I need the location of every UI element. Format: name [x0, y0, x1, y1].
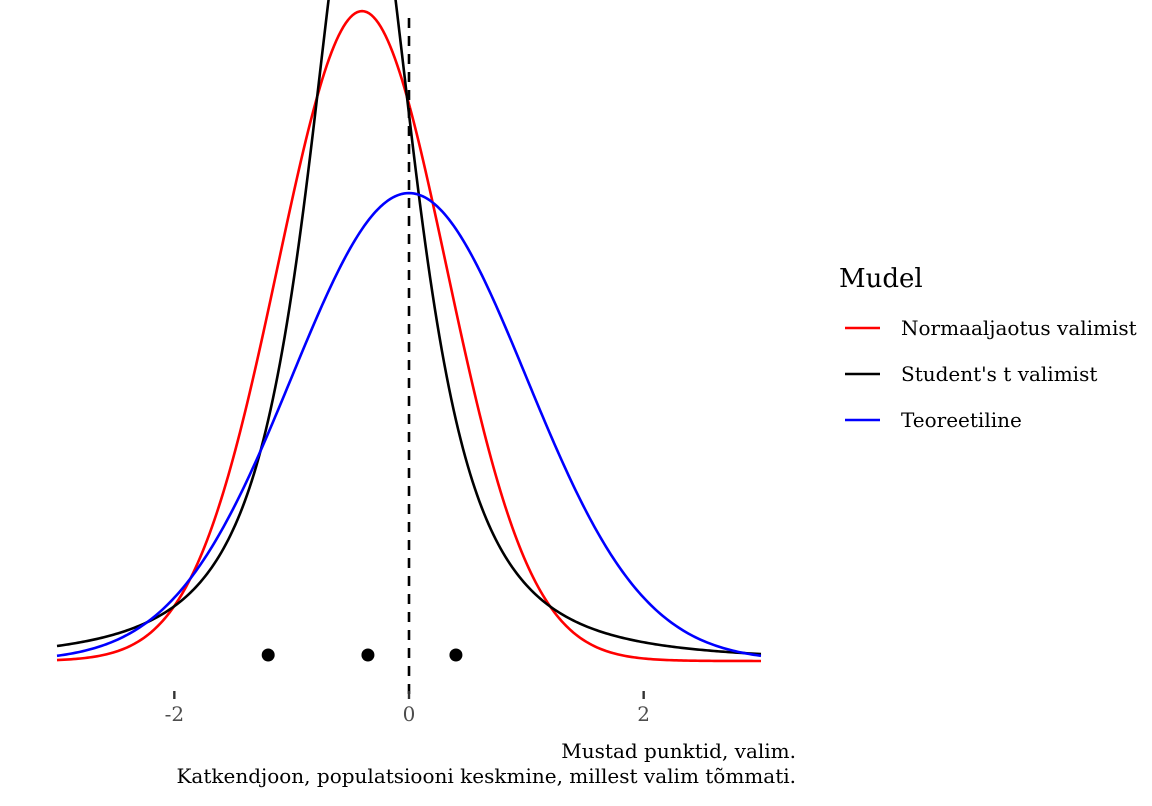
legend: Mudel Normaaljaotus valimist Student's t …: [839, 264, 1137, 432]
x-axis: -2 0 2: [165, 691, 650, 726]
legend-label-1: Student's t valimist: [901, 362, 1097, 386]
sample-point-0: [261, 648, 275, 662]
sample-points: [261, 648, 463, 662]
caption: Mustad punktid, valim. Katkendjoon, popu…: [176, 739, 796, 788]
caption-line-2: Katkendjoon, populatsiooni keskmine, mil…: [176, 764, 796, 788]
x-tick-label-0: -2: [165, 702, 184, 726]
legend-title: Mudel: [839, 264, 923, 294]
series-line-2: [56, 191, 762, 658]
legend-label-2: Teoreetiline: [901, 408, 1022, 432]
legend-label-0: Normaaljaotus valimist: [901, 316, 1137, 340]
sample-point-2: [449, 648, 463, 662]
sample-point-1: [361, 648, 375, 662]
x-tick-label-2: 2: [637, 702, 650, 726]
caption-line-1: Mustad punktid, valim.: [561, 739, 796, 763]
x-tick-label-1: 0: [403, 702, 416, 726]
